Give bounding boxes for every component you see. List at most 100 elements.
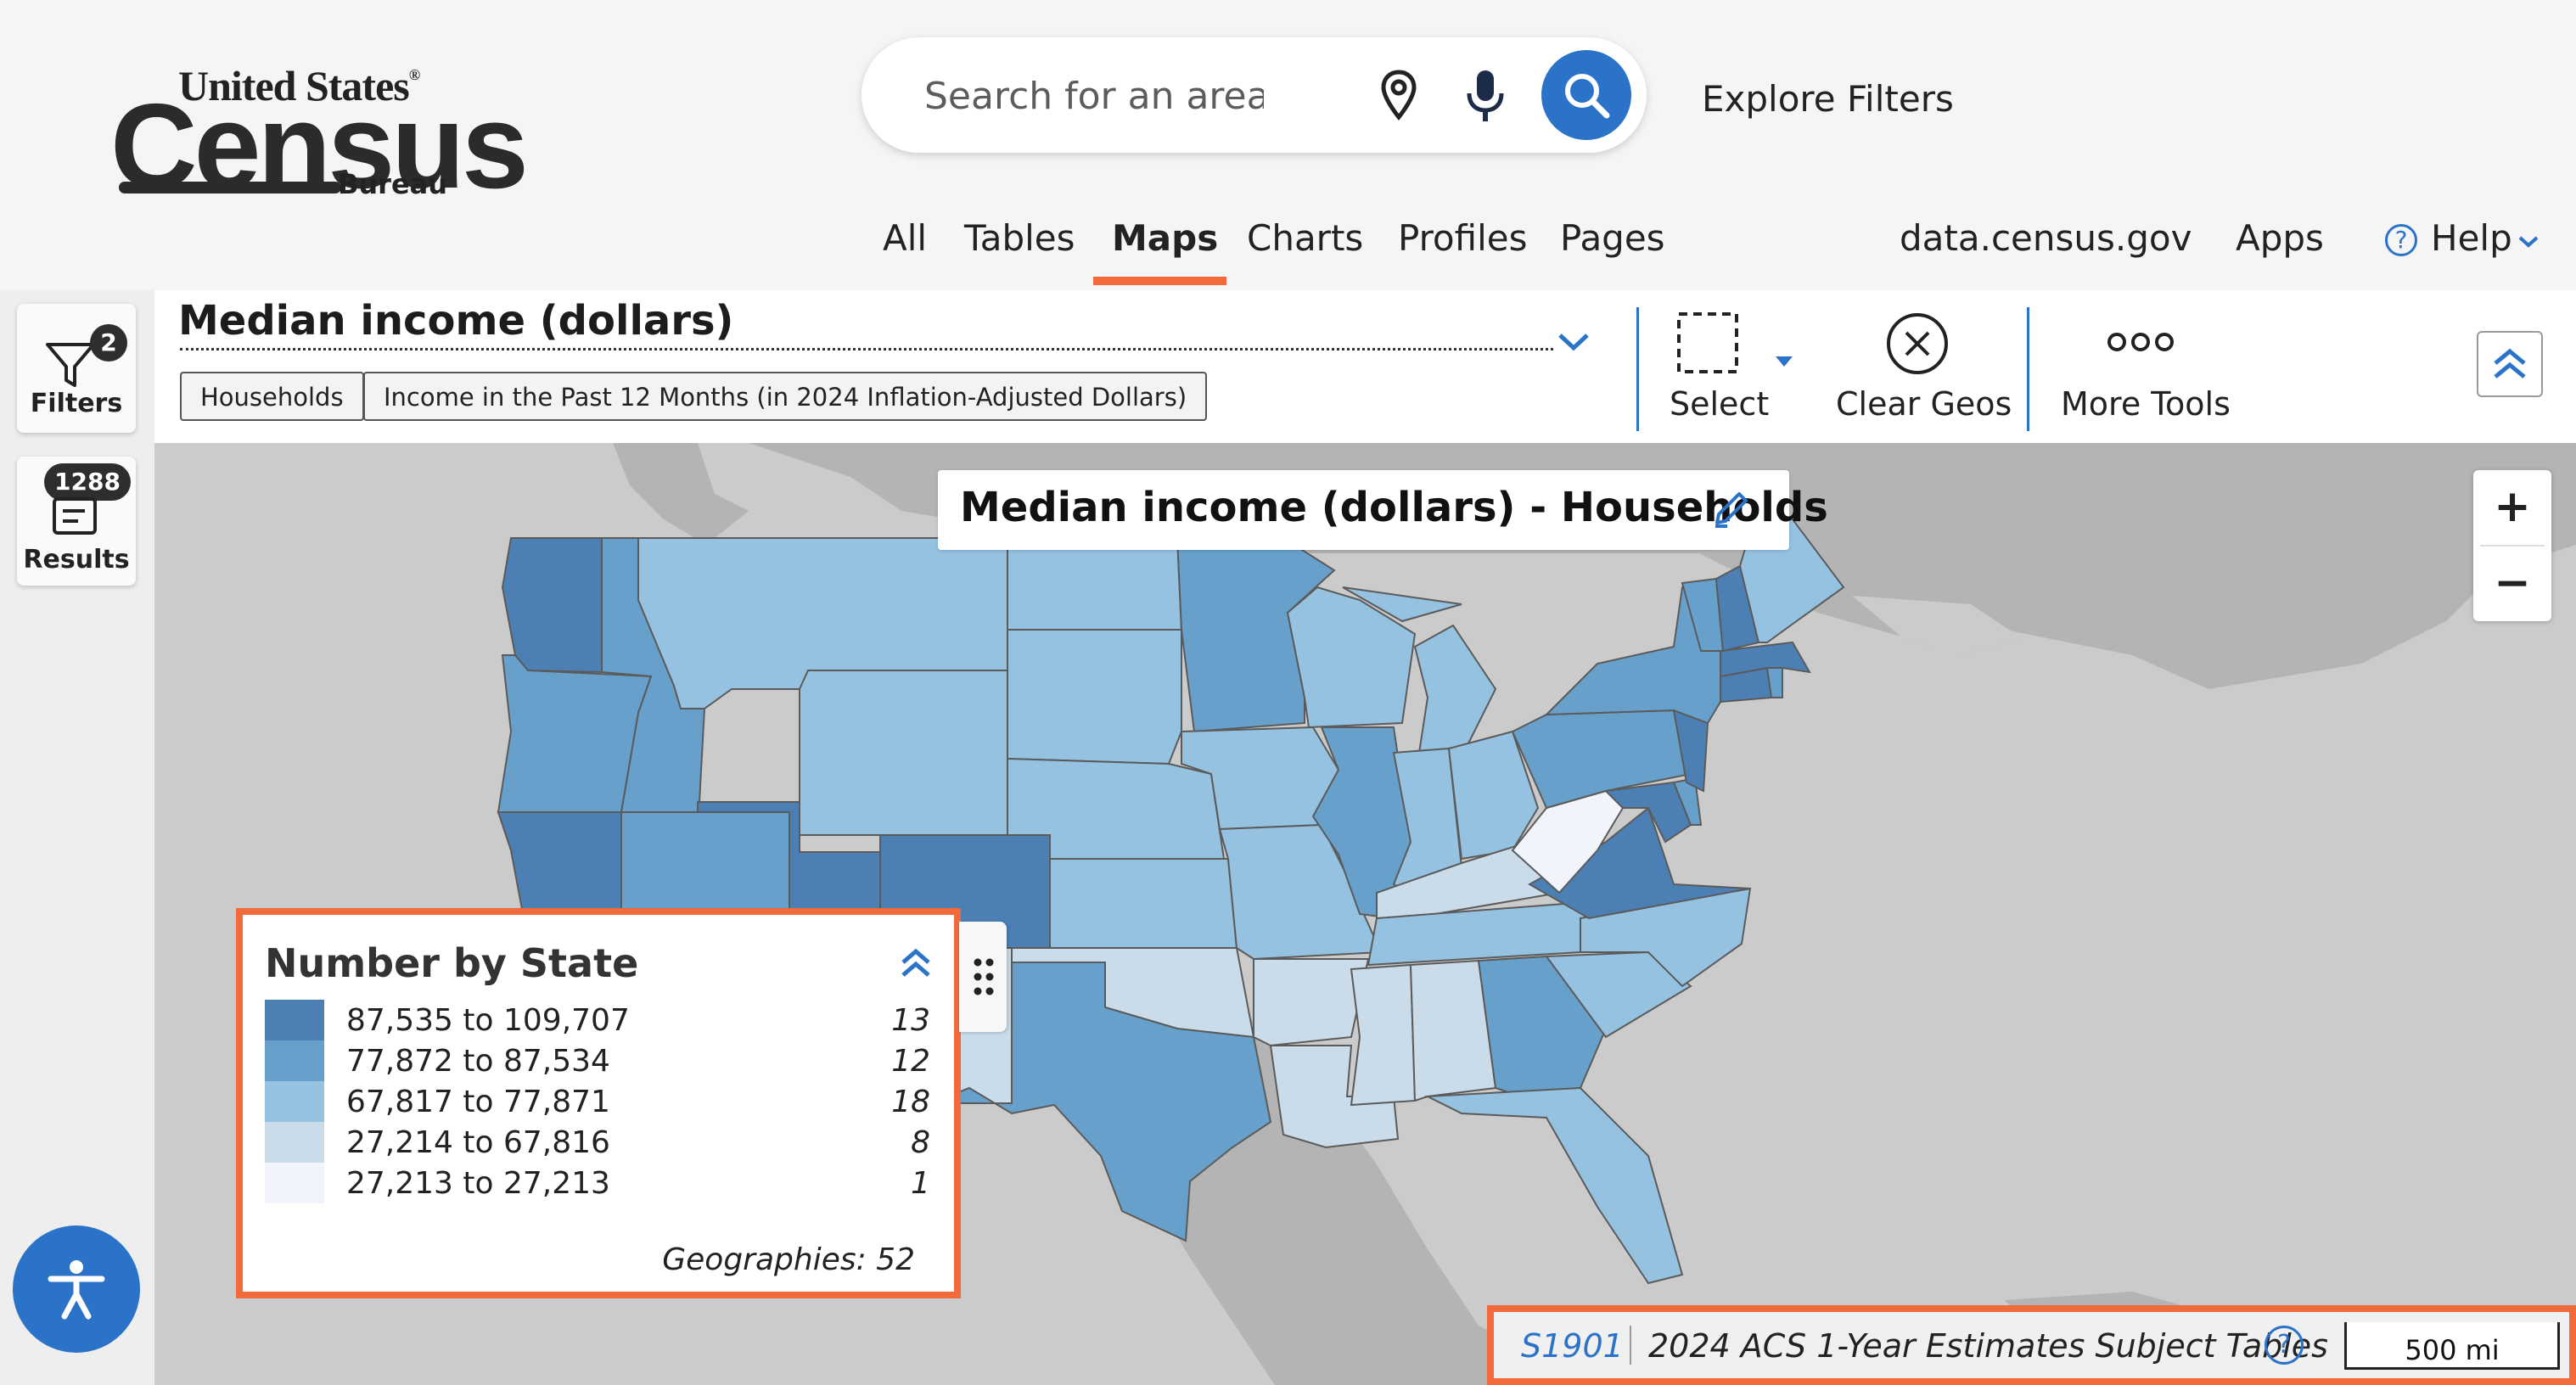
legend-range: 27,214 to 67,816 [346, 1125, 610, 1160]
legend-range: 87,535 to 109,707 [346, 1003, 630, 1038]
nav-tab-charts[interactable]: Charts [1247, 217, 1364, 259]
toolbar-divider [1636, 307, 1639, 431]
nav-tab-pages[interactable]: Pages [1560, 217, 1665, 259]
map-geography [497, 443, 2576, 1385]
dataset-name: 2024 ACS 1-Year Estimates Subject Tables [1648, 1327, 2328, 1365]
nav-tab-maps[interactable]: Maps [1112, 217, 1219, 259]
map-toolbar: Median income (dollars) Households Incom… [154, 290, 2576, 445]
select-label: Select [1670, 385, 1770, 423]
legend-range: 27,213 to 27,213 [346, 1166, 610, 1201]
variable-dotted-underline [180, 348, 1553, 350]
state-wisconsin[interactable] [1286, 586, 1417, 729]
zoom-controls: + − [2473, 470, 2551, 621]
select-dropdown-caret-icon [1776, 356, 1793, 367]
toolbar-divider-2 [2027, 307, 2029, 431]
filter-funnel-icon [46, 343, 95, 387]
state-ohio[interactable] [1447, 730, 1540, 861]
zoom-divider [2480, 545, 2545, 547]
map-title: Median income (dollars) - Households [960, 484, 1828, 531]
state-wyoming[interactable] [799, 670, 1008, 836]
lake-superior [1852, 596, 2022, 655]
state-mississippi[interactable] [1350, 963, 1417, 1107]
legend-swatch [265, 1081, 324, 1122]
map-scale-bar: 500 mi [2344, 1322, 2560, 1370]
map-canvas[interactable]: Median income (dollars) - Households + −… [154, 443, 2576, 1385]
legend-swatch [265, 1000, 324, 1040]
results-label: Results [23, 545, 130, 575]
results-button[interactable]: 1288 Results [17, 457, 136, 586]
legend-count: 8 [911, 1125, 930, 1160]
legend-count: 12 [891, 1044, 930, 1079]
logo-line-bureau: Bureau [338, 168, 448, 200]
filters-label: Filters [30, 389, 123, 418]
logo-underline [119, 182, 341, 193]
legend-collapse-chevron-icon[interactable] [896, 944, 935, 983]
dataset-info-icon[interactable]: ? [2265, 1326, 2304, 1365]
zoom-in-button[interactable]: + [2494, 481, 2531, 532]
active-tab-indicator [1093, 277, 1226, 285]
legend-panel: Number by State 87,535 to 109,707 13 77,8… [236, 908, 961, 1298]
legend-row: 77,872 to 87,534 12 [265, 1040, 930, 1081]
legend-row: 87,535 to 109,707 13 [265, 1000, 930, 1040]
more-dots-icon [2107, 333, 2174, 351]
data-attribution-bar: S1901 2024 ACS 1-Year Estimates Subject … [1487, 1305, 2576, 1385]
state-florida[interactable] [1424, 1086, 1684, 1285]
help-chevron-down-icon [2518, 236, 2539, 248]
accessibility-icon [48, 1260, 105, 1320]
state-south-dakota[interactable] [1007, 629, 1182, 765]
state-kansas[interactable] [1049, 858, 1238, 949]
legend-title: Number by State [265, 940, 639, 986]
search-input[interactable] [923, 68, 1266, 124]
legend-row: 27,214 to 67,816 8 [265, 1122, 930, 1163]
results-list-icon [53, 497, 97, 535]
legend-count: 18 [891, 1085, 930, 1119]
chip-income-period[interactable]: Income in the Past 12 Months (in 2024 In… [363, 372, 1208, 421]
state-vermont[interactable] [1681, 577, 1725, 652]
explore-filters-link[interactable]: Explore Filters [1702, 78, 1954, 120]
search-bar [861, 37, 1647, 153]
state-virginia[interactable] [1527, 806, 1751, 920]
nav-tab-profiles[interactable]: Profiles [1398, 217, 1528, 259]
table-code-link[interactable]: S1901 [1521, 1327, 1624, 1365]
nav-tab-all[interactable]: All [883, 217, 928, 259]
state-massachusetts[interactable] [1720, 641, 1811, 678]
legend-range: 77,872 to 87,534 [346, 1044, 610, 1079]
nav-tab-tables[interactable]: Tables [964, 217, 1075, 259]
accessibility-button[interactable] [13, 1225, 140, 1353]
site-link[interactable]: data.census.gov [1900, 217, 2192, 259]
state-washington[interactable] [501, 537, 603, 674]
variable-dropdown-chevron-icon[interactable] [1557, 331, 1591, 353]
legend-count: 1 [911, 1166, 930, 1201]
state-north-dakota[interactable] [1007, 537, 1183, 631]
search-button[interactable] [1541, 50, 1631, 140]
legend-geographies-total: Geographies: 52 [662, 1242, 915, 1277]
site-header: United States® Census Bureau Explore Fil… [0, 0, 2576, 290]
state-south-carolina[interactable] [1545, 950, 1692, 1039]
legend-swatch [265, 1163, 324, 1203]
state-alabama[interactable] [1409, 959, 1497, 1102]
collapse-toolbar-button[interactable] [2477, 331, 2543, 397]
states-layer [497, 501, 1845, 1285]
legend-drag-handle[interactable] [959, 922, 1007, 1032]
zoom-out-button[interactable]: − [2494, 558, 2531, 608]
apps-menu[interactable]: Apps [2236, 217, 2324, 259]
microphone-icon[interactable] [1464, 68, 1507, 127]
clear-circle-x-icon [1887, 313, 1948, 374]
census-logo[interactable]: United States® Census Bureau [110, 61, 529, 214]
edit-pencil-icon[interactable] [1707, 485, 1754, 533]
left-rail: 2 Filters 1288 Results [0, 290, 154, 1385]
legend-swatch [265, 1040, 324, 1081]
help-icon: ? [2385, 224, 2417, 256]
state-louisiana[interactable] [1269, 1045, 1400, 1149]
double-chevron-up-icon [2494, 348, 2526, 378]
filters-count-badge: 2 [90, 324, 127, 362]
coast-land [613, 443, 749, 545]
help-menu[interactable]: Help [2431, 217, 2512, 259]
filters-button[interactable]: 2 Filters [17, 304, 136, 433]
chip-households[interactable]: Households [180, 372, 364, 421]
variable-title[interactable]: Median income (dollars) [178, 297, 734, 345]
location-pin-icon[interactable] [1379, 70, 1418, 124]
legend-row: 27,213 to 27,213 1 [265, 1163, 930, 1203]
legend-range: 67,817 to 77,871 [346, 1085, 610, 1119]
state-arkansas[interactable] [1253, 958, 1370, 1047]
